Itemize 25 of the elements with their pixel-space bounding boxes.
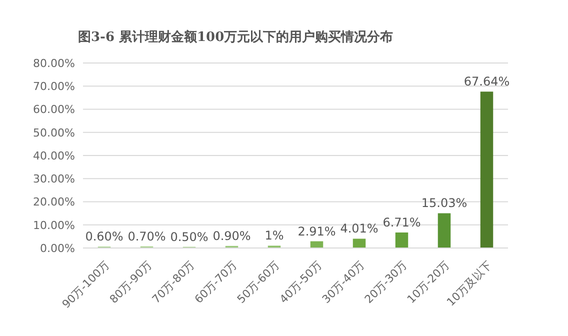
bar: [395, 232, 408, 248]
bar: [480, 92, 494, 248]
data-label: 1%: [264, 228, 284, 243]
data-label: 0.60%: [85, 230, 124, 244]
data-label: 6.71%: [382, 215, 421, 230]
data-label: 0.50%: [170, 230, 208, 244]
data-label: 0.70%: [128, 229, 166, 244]
data-label: 0.90%: [212, 228, 251, 243]
y-tick-label: 20.00%: [33, 196, 75, 209]
y-tick-label: 10.00%: [33, 218, 75, 232]
y-tick-label: 60.00%: [33, 103, 75, 116]
data-label: 67.64%: [464, 74, 510, 89]
data-label: 15.03%: [421, 196, 468, 210]
y-tick-label: 80.00%: [33, 56, 75, 70]
y-tick-label: 50.00%: [33, 126, 75, 140]
bar: [352, 238, 366, 248]
y-tick-label: 0.00%: [40, 242, 75, 255]
bar: [438, 213, 451, 248]
y-tick-label: 70.00%: [33, 80, 75, 94]
data-label: 4.01%: [340, 222, 378, 236]
chart-title: 图3-6 累计理财金额100万元以下的用户购买情况分布: [78, 28, 394, 46]
data-label: 2.91%: [298, 224, 336, 238]
x-tick-label: 50万-60万: [234, 258, 282, 306]
y-tick-label: 40.00%: [33, 149, 75, 162]
y-tick-label: 30.00%: [33, 172, 75, 186]
